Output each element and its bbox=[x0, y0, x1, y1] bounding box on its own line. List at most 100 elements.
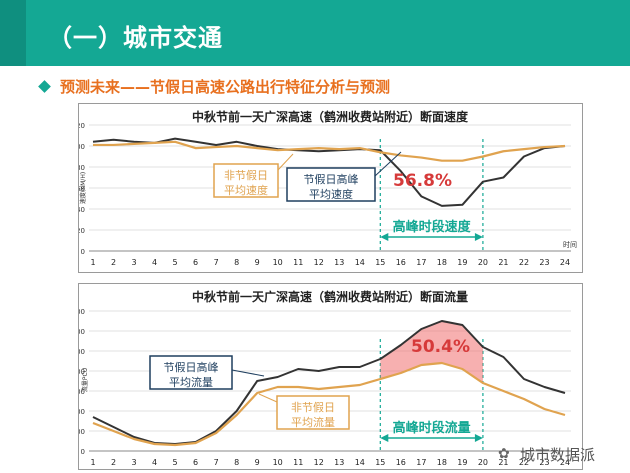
peak-arrow-left-icon bbox=[380, 434, 389, 442]
x-tick-label: 17 bbox=[416, 258, 426, 267]
normal-callout-text: 平均速度 bbox=[224, 183, 268, 197]
holiday-callout-leader bbox=[231, 369, 265, 377]
x-tick-label: 16 bbox=[396, 458, 406, 467]
y-tick-label: 100 bbox=[79, 143, 85, 151]
normal-series-line bbox=[93, 140, 566, 162]
x-tick-label: 10 bbox=[273, 458, 283, 467]
chart-title: 中秋节前一天广深高速（鹤洲收费站附近）断面速度 bbox=[192, 109, 469, 124]
page-title: （一）城市交通 bbox=[48, 24, 223, 52]
normal-callout-leader bbox=[277, 153, 294, 171]
x-tick-label: 16 bbox=[396, 258, 406, 267]
peak-arrow-left-icon bbox=[380, 233, 389, 241]
peak-arrow-right-icon bbox=[474, 434, 483, 442]
y-tick-label: 7000 bbox=[79, 308, 85, 316]
x-tick-label: 2 bbox=[111, 258, 116, 267]
x-tick-label: 13 bbox=[334, 258, 344, 267]
x-tick-label: 15 bbox=[375, 258, 385, 267]
x-tick-label: 19 bbox=[457, 458, 467, 467]
speed-chart-panel: 中秋节前一天广深高速（鹤洲收费站附近）断面速度 0 20 40 60 80 100 120 12… bbox=[72, 103, 583, 273]
holiday-callout-text: 节假日高峰 bbox=[164, 360, 219, 374]
x-tick-label: 19 bbox=[457, 258, 467, 267]
holiday-callout-text: 平均流量 bbox=[169, 375, 213, 389]
normal-callout-text: 非节假日 bbox=[224, 168, 268, 182]
x-tick-label: 18 bbox=[437, 258, 447, 267]
x-tick-label: 23 bbox=[539, 458, 549, 467]
x-tick-label: 24 bbox=[560, 258, 570, 267]
x-tick-label: 15 bbox=[375, 458, 385, 467]
y-tick-label: 0 bbox=[81, 248, 85, 256]
peak-arrow-right-icon bbox=[474, 233, 483, 241]
x-tick-label: 14 bbox=[355, 258, 365, 267]
x-tick-label: 6 bbox=[193, 258, 198, 267]
x-tick-label: 24 bbox=[560, 458, 570, 467]
peak-period-label: 高峰时段速度 bbox=[393, 219, 472, 235]
x-tick-label: 22 bbox=[519, 458, 529, 467]
section-title: 预测未来——节假日高速公路出行特征分析与预测 bbox=[60, 78, 391, 96]
y-tick-label: 60 bbox=[79, 185, 85, 193]
x-tick-label: 4 bbox=[152, 458, 157, 467]
x-tick-label: 20 bbox=[478, 458, 488, 467]
percent-label: 56.8% bbox=[393, 171, 452, 191]
bullet-diamond-icon bbox=[38, 80, 51, 93]
y-tick-label: 80 bbox=[79, 164, 85, 172]
y-tick-label: 2000 bbox=[79, 408, 85, 416]
y-tick-label: 0 bbox=[81, 448, 85, 456]
x-tick-label: 11 bbox=[293, 458, 303, 467]
x-tick-label: 8 bbox=[234, 258, 239, 267]
percent-label: 50.4% bbox=[411, 337, 470, 357]
x-tick-label: 23 bbox=[539, 258, 549, 267]
holiday-callout-box bbox=[286, 167, 376, 202]
normal-callout-text: 非节假日 bbox=[291, 400, 335, 414]
y-tick-label: 120 bbox=[79, 122, 85, 130]
x-tick-label: 5 bbox=[173, 258, 178, 267]
x-tick-label: 11 bbox=[293, 258, 303, 267]
x-tick-label: 8 bbox=[234, 458, 239, 467]
x-tick-label: 1 bbox=[90, 458, 95, 467]
x-tick-label: 12 bbox=[314, 258, 324, 267]
y-tick-label: 6000 bbox=[79, 328, 85, 336]
x-tick-label: 3 bbox=[131, 458, 136, 467]
flow-chart: 中秋节前一天广深高速（鹤洲收费站附近）断面流量01000200030004000… bbox=[67, 289, 571, 467]
speed-chart: 中秋节前一天广深高速（鹤洲收费站附近）断面速度 0 20 40 60 80 100 120 12… bbox=[72, 109, 577, 267]
x-tick-label: 7 bbox=[214, 258, 219, 267]
y-tick-label: 20 bbox=[79, 227, 85, 235]
normal-callout-leader bbox=[258, 393, 278, 403]
holiday-callout-leader bbox=[374, 151, 402, 177]
x-tick-label: 12 bbox=[314, 458, 324, 467]
holiday-series-line bbox=[92, 137, 566, 207]
x-tick-label: 9 bbox=[255, 258, 260, 267]
y-tick-label: 5000 bbox=[79, 348, 85, 356]
normal-series-line bbox=[92, 361, 566, 447]
x-tick-label: 2 bbox=[111, 458, 116, 467]
holiday-callout-text: 节假日高峰 bbox=[304, 172, 359, 186]
x-axis-label: 时间 bbox=[563, 240, 577, 249]
x-tick-label: 20 bbox=[478, 258, 488, 267]
flow-chart-panel: 中秋节前一天广深高速（鹤洲收费站附近）断面流量01000200030004000… bbox=[67, 283, 583, 470]
x-tick-label: 21 bbox=[498, 458, 508, 467]
x-tick-label: 3 bbox=[131, 258, 136, 267]
x-tick-label: 13 bbox=[334, 458, 344, 467]
y-tick-label: 1000 bbox=[79, 428, 85, 436]
wechat-icon: ✿ bbox=[498, 446, 510, 462]
normal-callout-text: 平均流量 bbox=[291, 415, 335, 429]
x-tick-label: 14 bbox=[355, 458, 365, 467]
x-tick-label: 4 bbox=[152, 258, 157, 267]
x-tick-label: 18 bbox=[437, 458, 447, 467]
holiday-callout-box bbox=[149, 355, 233, 390]
x-tick-label: 7 bbox=[214, 458, 219, 467]
header-accent bbox=[0, 0, 26, 66]
normal-callout-box bbox=[213, 163, 279, 198]
peak-period-label: 高峰时段流量 bbox=[393, 420, 471, 436]
y-tick-label: 40 bbox=[79, 206, 85, 214]
y-axis-label: 速度(KM/H) bbox=[79, 172, 87, 204]
y-axis-label: 流量PCU bbox=[81, 368, 89, 392]
x-tick-label: 6 bbox=[193, 458, 198, 467]
chart-title: 中秋节前一天广深高速（鹤洲收费站附近）断面流量 bbox=[192, 289, 468, 304]
watermark-account: 城市数据派 bbox=[520, 446, 596, 464]
x-tick-label: 21 bbox=[498, 258, 508, 267]
x-tick-label: 9 bbox=[255, 458, 260, 467]
x-tick-label: 10 bbox=[273, 258, 283, 267]
x-tick-label: 22 bbox=[519, 258, 529, 267]
holiday-callout-text: 平均速度 bbox=[309, 187, 353, 201]
x-tick-label: 5 bbox=[173, 458, 178, 467]
